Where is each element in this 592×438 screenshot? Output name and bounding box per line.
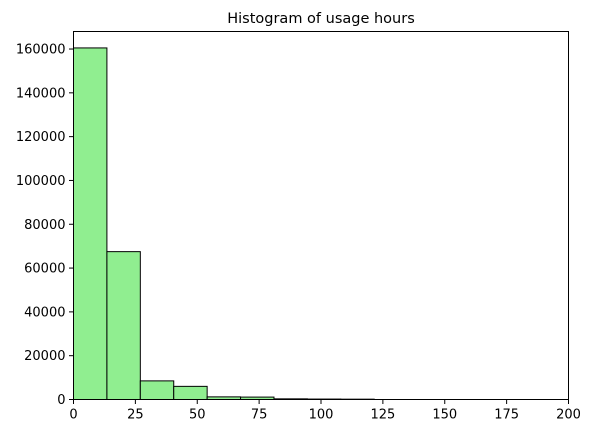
x-tick-label-1: 25: [127, 408, 144, 423]
x-tick-label-4: 100: [309, 408, 334, 423]
histogram-bar-3: [174, 386, 207, 399]
y-tick-label-3: 60000: [24, 262, 65, 277]
y-tick-label-0: 0: [57, 393, 65, 408]
x-tick-label-6: 150: [432, 408, 457, 423]
histogram-bar-2: [140, 381, 173, 400]
y-axis: 0 20000 40000 60000 80000 100000 120000 140000 1…: [16, 43, 74, 408]
y-tick-label-2: 40000: [24, 305, 65, 320]
y-tick-label-8: 160000: [16, 43, 66, 58]
y-tick-label-6: 120000: [16, 130, 66, 145]
x-tick-label-8: 200: [556, 408, 581, 423]
histogram-bar-0: [74, 48, 107, 400]
histogram-bar-1: [107, 252, 140, 400]
plot-frame: [74, 32, 569, 400]
y-tick-label-5: 100000: [16, 174, 66, 189]
x-tick-label-5: 125: [370, 408, 395, 423]
x-tick-label-0: 0: [69, 408, 77, 423]
x-tick-label-7: 175: [494, 408, 519, 423]
y-tick-label-1: 20000: [24, 349, 65, 364]
x-tick-label-3: 75: [251, 408, 268, 423]
x-tick-label-2: 50: [189, 408, 206, 423]
y-tick-label-7: 140000: [16, 86, 66, 101]
chart-title: Histogram of usage hours: [227, 11, 415, 27]
y-tick-label-4: 80000: [24, 218, 65, 233]
x-axis: 0 25 50 75 100 125 150 175 200: [69, 400, 581, 423]
bars-layer: [74, 48, 375, 400]
